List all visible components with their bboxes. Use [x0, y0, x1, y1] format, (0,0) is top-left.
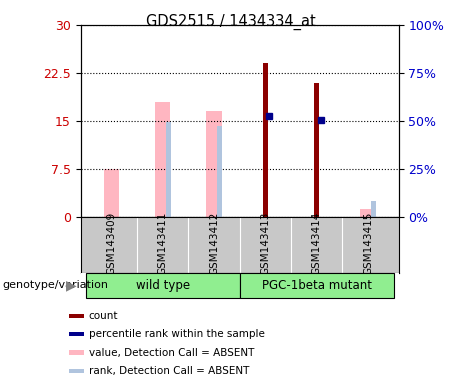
Bar: [165, 122, 171, 217]
Text: ▶: ▶: [66, 278, 77, 292]
Text: count: count: [89, 311, 118, 321]
Text: GSM143414: GSM143414: [312, 212, 322, 275]
Bar: [314, 83, 319, 217]
Bar: [69, 369, 84, 373]
Text: GSM143412: GSM143412: [209, 212, 219, 275]
Bar: [217, 126, 222, 217]
Bar: [371, 201, 376, 217]
Bar: [86, 273, 240, 298]
Bar: [104, 169, 119, 217]
Text: PGC-1beta mutant: PGC-1beta mutant: [262, 279, 372, 291]
Bar: [207, 111, 222, 217]
Bar: [361, 209, 376, 217]
Text: wild type: wild type: [136, 279, 190, 291]
Text: rank, Detection Call = ABSENT: rank, Detection Call = ABSENT: [89, 366, 249, 376]
Bar: [69, 332, 84, 336]
Text: value, Detection Call = ABSENT: value, Detection Call = ABSENT: [89, 348, 254, 358]
Text: percentile rank within the sample: percentile rank within the sample: [89, 329, 265, 339]
Bar: [240, 273, 394, 298]
Text: GSM143415: GSM143415: [363, 212, 373, 275]
Text: GDS2515 / 1434334_at: GDS2515 / 1434334_at: [146, 13, 315, 30]
Bar: [69, 350, 84, 355]
Bar: [155, 102, 171, 217]
Text: GSM143411: GSM143411: [158, 212, 168, 275]
Bar: [69, 313, 84, 318]
Text: GSM143409: GSM143409: [106, 212, 117, 275]
Bar: [263, 63, 268, 217]
Text: GSM143413: GSM143413: [260, 212, 270, 275]
Text: genotype/variation: genotype/variation: [2, 280, 108, 290]
